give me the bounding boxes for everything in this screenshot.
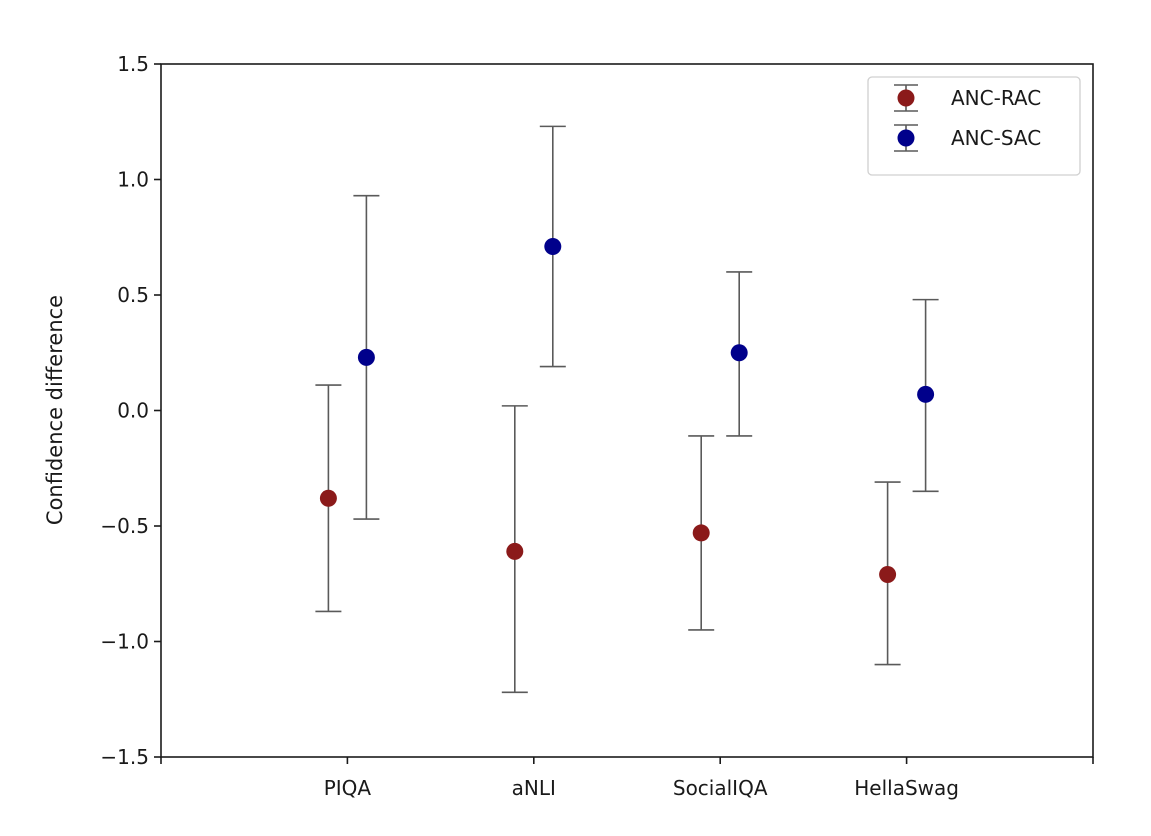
y-axis-label: Confidence difference — [43, 295, 67, 525]
x-tick-label: PIQA — [324, 776, 372, 800]
y-tick-label: −1.0 — [100, 630, 149, 654]
legend-box — [867, 76, 1081, 176]
data-point — [917, 385, 935, 403]
data-point — [506, 542, 524, 560]
x-tick-label: SocialIQA — [673, 776, 768, 800]
y-tick-label: 1.0 — [117, 168, 149, 192]
y-tick-label: −1.5 — [100, 745, 149, 769]
legend-marker — [897, 89, 915, 107]
legend-marker — [897, 129, 915, 147]
y-tick-label: 0.0 — [117, 399, 149, 423]
data-point — [544, 237, 562, 255]
data-point — [319, 489, 337, 507]
data-point — [357, 348, 375, 366]
y-tick-label: −0.5 — [100, 514, 149, 538]
legend-label: ANC-RAC — [951, 86, 1041, 110]
x-axis: PIQA aNLI SocialIQA HellaSwag — [160, 757, 1094, 800]
y-axis: 1.5 1.0 0.5 0.0 −0.5 −1.0 −1.5 — [100, 52, 161, 769]
data-point — [730, 344, 748, 362]
data-point — [692, 524, 710, 542]
y-tick-label: 0.5 — [117, 283, 149, 307]
plot-marks — [315, 125, 939, 694]
legend: ANC-RAC ANC-SAC — [867, 76, 1081, 176]
legend-label: ANC-SAC — [951, 126, 1041, 150]
x-tick-label: aNLI — [512, 776, 556, 800]
data-point — [879, 566, 897, 584]
x-tick-label: HellaSwag — [854, 776, 959, 800]
y-tick-label: 1.5 — [117, 52, 149, 76]
